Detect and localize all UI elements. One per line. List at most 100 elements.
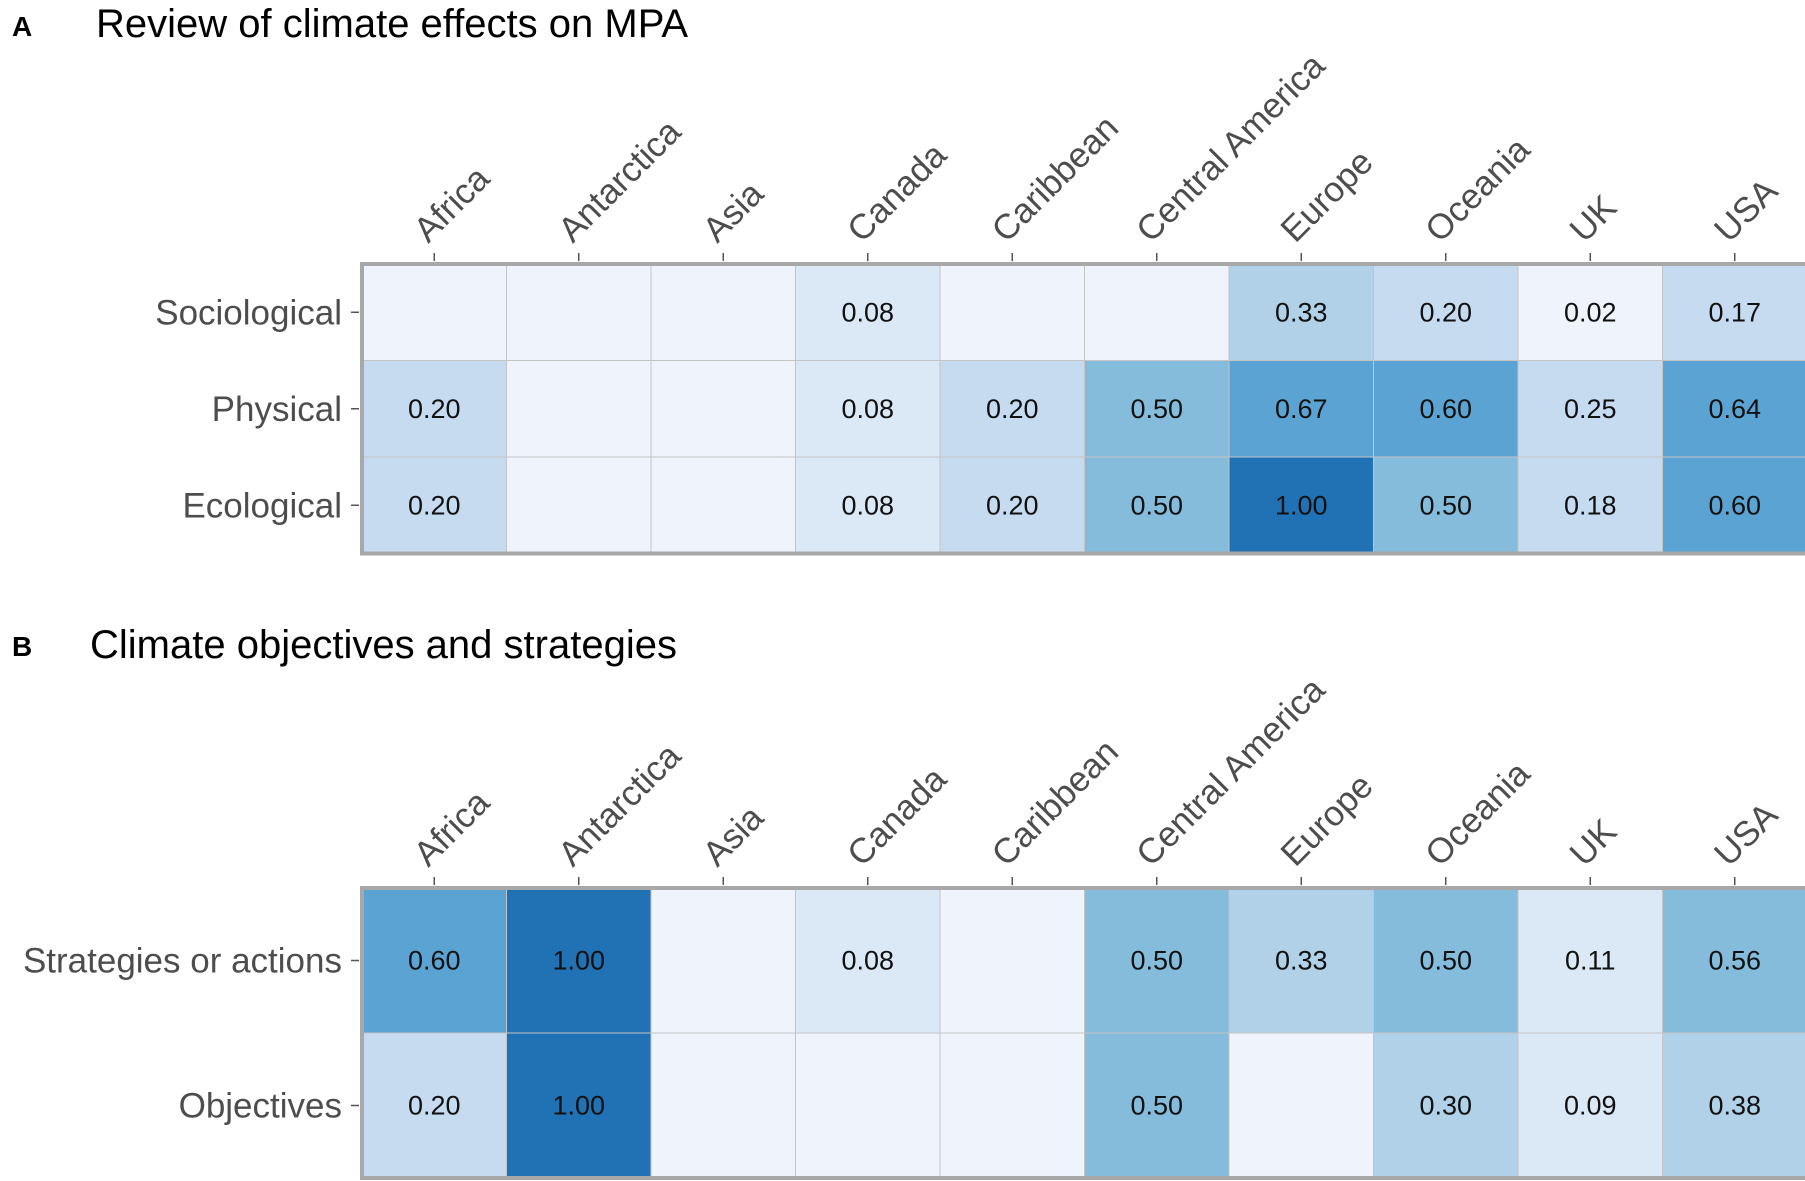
column-label-caribbean: Caribbean: [984, 732, 1126, 874]
panel-a-letter: A: [12, 11, 32, 42]
column-label-antarctica: Antarctica: [551, 736, 689, 874]
heatmap-cell-objectives-canada: [795, 1032, 941, 1179]
cell-value-label: 0.09: [1564, 1091, 1617, 1121]
column-label-antarctica: Antarctica: [551, 112, 689, 250]
column-label-africa: Africa: [406, 782, 497, 873]
cell-value-label: 0.20: [408, 490, 461, 520]
cell-value-label: 0.50: [1419, 946, 1472, 976]
heatmap-cell-objectives-asia: [650, 1032, 796, 1179]
cell-value-label: 0.33: [1275, 946, 1328, 976]
heatmap-cell-ecological-antarctica: [506, 456, 652, 554]
heatmap-cell-strategies-or-actions-usa: [1662, 887, 1805, 1034]
cell-value-label: 0.20: [1419, 297, 1472, 327]
heatmap-cell-strategies-or-actions-caribbean: [939, 887, 1085, 1034]
heatmap-cell-physical-antarctica: [506, 360, 652, 458]
heatmap-cell-ecological-caribbean: [939, 456, 1085, 554]
heatmap-cell-physical-caribbean: [939, 360, 1085, 458]
heatmap-cell-strategies-or-actions-canada: [795, 887, 941, 1034]
cell-value-label: 0.60: [1708, 490, 1761, 520]
column-label-oceania: Oceania: [1418, 130, 1538, 250]
heatmap-cell-sociological-antarctica: [506, 263, 652, 361]
heatmap-cell-sociological-africa: [361, 263, 507, 361]
heatmap-cell-ecological-usa: [1662, 456, 1805, 554]
cell-value-label: 0.20: [986, 394, 1039, 424]
cell-value-label: 0.02: [1564, 297, 1617, 327]
cell-value-label: 0.18: [1564, 490, 1617, 520]
row-label-strategies-or-actions: Strategies or actions: [23, 942, 342, 981]
row-label-sociological: Sociological: [155, 293, 342, 332]
column-label-caribbean: Caribbean: [984, 108, 1126, 250]
heatmap-cell-sociological-uk: [1517, 263, 1663, 361]
heatmap-cell-physical-oceania: [1373, 360, 1519, 458]
heatmap-cell-ecological-europe: [1228, 456, 1374, 554]
cell-value-label: 1.00: [552, 1091, 605, 1121]
panel-b-letter: B: [12, 631, 32, 662]
cell-value-label: 0.67: [1275, 394, 1328, 424]
heatmap-cell-sociological-usa: [1662, 263, 1805, 361]
row-label-physical: Physical: [212, 390, 342, 429]
column-label-canada: Canada: [840, 759, 955, 874]
heatmap-cell-sociological-asia: [650, 263, 796, 361]
cell-value-label: 0.50: [1130, 946, 1183, 976]
panel-a: A Review of climate effects on MPA Afric…: [12, 2, 1805, 556]
panel-a-row-labels: Sociological Physical Ecological: [155, 293, 359, 525]
cell-value-label: 0.17: [1708, 297, 1761, 327]
heatmap-cell-physical-usa: [1662, 360, 1805, 458]
cell-value-label: 1.00: [1275, 490, 1328, 520]
column-label-usa: USA: [1707, 171, 1786, 250]
cell-value-label: 0.50: [1419, 490, 1472, 520]
panel-a-column-labels: Africa Antarctica Asia Canada Caribbean Centr…: [406, 46, 1786, 261]
heatmap-cell-strategies-or-actions-antarctica: [506, 887, 652, 1034]
cell-value-label: 0.11: [1565, 946, 1616, 976]
heatmap-cell-objectives-europe: [1228, 1032, 1374, 1179]
heatmap-cell-physical-europe: [1228, 360, 1374, 458]
heatmap-cell-strategies-or-actions-uk: [1517, 887, 1663, 1034]
heatmap-cell-ecological-asia: [650, 456, 796, 554]
heatmap-cell-ecological-canada: [795, 456, 941, 554]
panel-b-column-labels: Africa Antarctica Asia Canada Caribbean Centr…: [406, 670, 1786, 885]
heatmap-cell-ecological-oceania: [1373, 456, 1519, 554]
cell-value-label: 1.00: [552, 946, 605, 976]
heatmap-cell-physical-canada: [795, 360, 941, 458]
panel-b: B Climate objectives and strategies Afri…: [12, 623, 1805, 1180]
heatmap-cell-physical-central-america: [1084, 360, 1230, 458]
panel-b-title: Climate objectives and strategies: [90, 623, 677, 667]
column-label-oceania: Oceania: [1418, 754, 1538, 874]
cell-value-label: 0.56: [1708, 946, 1761, 976]
panel-a-title: Review of climate effects on MPA: [96, 2, 688, 46]
heatmap-cell-ecological-uk: [1517, 456, 1663, 554]
heatmap-cell-physical-asia: [650, 360, 796, 458]
row-label-ecological: Ecological: [182, 486, 342, 525]
heatmap-cell-ecological-central-america: [1084, 456, 1230, 554]
cell-value-label: 0.08: [841, 297, 894, 327]
heatmap-cell-sociological-caribbean: [939, 263, 1085, 361]
heatmap-cell-sociological-canada: [795, 263, 941, 361]
heatmap-cell-ecological-africa: [361, 456, 507, 554]
panel-b-frame: [360, 886, 1805, 1180]
heatmap-cell-physical-uk: [1517, 360, 1663, 458]
column-label-usa: USA: [1707, 795, 1786, 874]
panel-a-cells: 0.08 0.33 0.20 0.02 0.17 0.20 0.08 0.20 0.50 0.67…: [361, 263, 1805, 554]
heatmap-cell-strategies-or-actions-africa: [361, 887, 507, 1034]
cell-value-label: 0.20: [408, 1091, 461, 1121]
heatmap-cell-strategies-or-actions-asia: [650, 887, 796, 1034]
cell-value-label: 0.38: [1708, 1091, 1761, 1121]
cell-value-label: 0.50: [1130, 490, 1183, 520]
cell-value-label: 0.08: [841, 946, 894, 976]
heatmap-cell-objectives-oceania: [1373, 1032, 1519, 1179]
heatmap-cell-sociological-central-america: [1084, 263, 1230, 361]
column-label-asia: Asia: [695, 174, 771, 250]
cell-value-label: 0.33: [1275, 297, 1328, 327]
cell-value-label: 0.08: [841, 490, 894, 520]
panel-a-frame: [360, 262, 1805, 556]
cell-value-label: 0.50: [1130, 1091, 1183, 1121]
cell-value-label: 0.60: [408, 946, 461, 976]
column-label-uk: UK: [1562, 812, 1624, 874]
cell-value-label: 0.60: [1419, 394, 1472, 424]
cell-value-label: 0.50: [1130, 394, 1183, 424]
column-label-africa: Africa: [406, 158, 497, 249]
cell-value-label: 0.64: [1708, 394, 1761, 424]
cell-value-label: 0.08: [841, 394, 894, 424]
column-label-uk: UK: [1562, 188, 1624, 250]
